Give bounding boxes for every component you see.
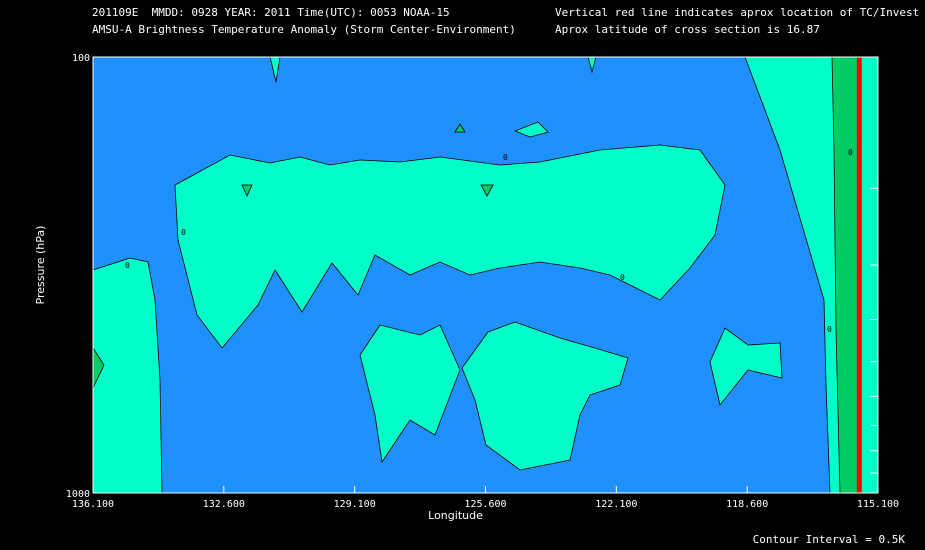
header-line-3: Vertical red line indicates aprox locati… (555, 6, 920, 19)
contour-interval-label: Contour Interval = 0.5K (752, 533, 905, 546)
y-tick-label: 100 (72, 53, 90, 64)
x-tick-label: 136.100 (72, 499, 114, 510)
x-tick-label: 122.100 (595, 499, 637, 510)
header-line-4: Aprox latitude of cross section is 16.87 (555, 23, 820, 36)
zero-anomaly-lower-left-lobe (359, 324, 461, 464)
contour-label: 0 (620, 273, 625, 282)
zero-anomaly-lower-right-lobe (709, 327, 783, 406)
y-axis-label: Pressure (hPa) (34, 226, 47, 305)
x-axis-label: Longitude (428, 509, 483, 522)
band-hole-2 (480, 184, 494, 197)
contour-label: 0 (827, 325, 832, 334)
band-hole-1 (241, 184, 253, 197)
header-line-1: 201109E MMDD: 0928 YEAR: 2011 Time(UTC):… (92, 6, 450, 19)
zero-anomaly-lower-center-lobe (461, 321, 629, 471)
contour-label: 0 (125, 261, 130, 270)
x-tick-label: 125.600 (464, 499, 506, 510)
y-tick-label: 1000 (66, 489, 90, 500)
zero-anomaly-upper-band (174, 144, 726, 349)
small-island-2 (513, 121, 549, 138)
contour-label: 0 (848, 148, 853, 157)
x-tick-label: 132.600 (203, 499, 245, 510)
x-tick-label: 115.100 (857, 499, 899, 510)
x-tick-label: 129.100 (334, 499, 376, 510)
contour-label: 0 (181, 228, 186, 237)
header-line-2: AMSU-A Brightness Temperature Anomaly (S… (92, 23, 516, 36)
zero-anomaly-west-edge (92, 257, 163, 494)
x-tick-label: 118.600 (726, 499, 768, 510)
small-island-1 (454, 123, 466, 133)
contour-label: 0 (503, 153, 508, 162)
